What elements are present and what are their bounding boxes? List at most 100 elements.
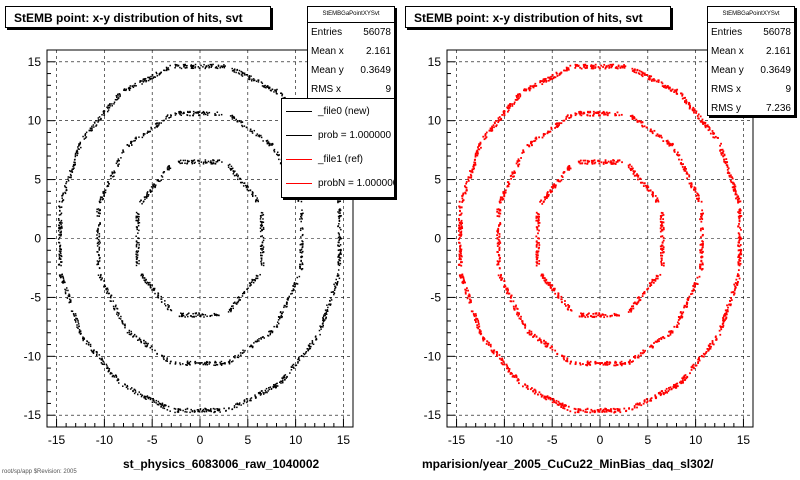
hit-point [474, 161, 477, 164]
hit-point [106, 185, 108, 188]
hit-point [334, 282, 337, 284]
hit-point [210, 161, 213, 164]
hit-point [497, 262, 500, 265]
hit-point [724, 309, 727, 312]
hit-point [301, 234, 304, 237]
hit-point [338, 254, 340, 257]
hit-point [187, 315, 189, 318]
hit-point [138, 215, 140, 218]
hit-point [286, 305, 288, 308]
hit-point [322, 319, 324, 322]
hit-point [270, 388, 273, 390]
hit-point [262, 239, 265, 242]
hit-point [102, 110, 105, 113]
hit-point [284, 96, 286, 99]
hit-point [274, 89, 276, 91]
hit-point [77, 321, 79, 323]
hit-point [71, 169, 73, 172]
hit-point [192, 159, 194, 162]
hit-point [150, 77, 152, 80]
hit-point [598, 114, 600, 117]
hit-point [150, 128, 153, 130]
hit-point [641, 125, 644, 128]
hit-point [677, 322, 680, 325]
hit-point [540, 395, 543, 398]
hit-point [693, 286, 696, 288]
hit-point [737, 256, 740, 258]
hit-point [549, 347, 552, 349]
hit-point [585, 65, 588, 67]
hit-point [574, 411, 577, 414]
hit-point [97, 241, 99, 244]
hit-point [474, 158, 476, 161]
hit-point [75, 321, 77, 323]
hit-point [577, 64, 580, 67]
hit-point [638, 119, 641, 122]
hit-point [700, 248, 703, 251]
hit-point [260, 223, 263, 226]
hit-point [563, 404, 566, 407]
hit-point [59, 276, 62, 279]
hit-point [300, 214, 303, 217]
hit-point [738, 217, 741, 220]
hit-point [233, 71, 236, 73]
hit-point [464, 192, 467, 195]
hit-point [597, 410, 600, 413]
hit-point [292, 289, 294, 292]
hit-point [616, 314, 619, 316]
hit-point [122, 150, 124, 152]
hit-point [558, 402, 561, 405]
hit-point [690, 185, 693, 188]
hit-point [501, 277, 504, 280]
hit-point [501, 198, 504, 201]
hit-point [268, 388, 270, 391]
hit-point [469, 298, 471, 301]
hit-point [641, 352, 644, 355]
hit-point [246, 185, 249, 188]
hit-point [260, 254, 262, 257]
hit-point [592, 65, 595, 68]
hit-point [107, 107, 110, 109]
hit-point [203, 113, 205, 116]
hit-point [470, 170, 472, 173]
hit-point [568, 166, 571, 169]
hit-point [231, 116, 233, 119]
hit-point [123, 88, 126, 90]
hit-point [497, 117, 500, 120]
hit-point [501, 114, 504, 116]
hit-point [691, 108, 694, 111]
hit-point [462, 281, 465, 284]
hit-point [538, 215, 541, 218]
hit-point [96, 208, 98, 211]
hit-point [531, 387, 533, 389]
hit-point [695, 282, 698, 285]
hit-point [517, 165, 520, 168]
hit-point [556, 75, 559, 77]
hit-point [469, 176, 471, 179]
hit-point [623, 407, 626, 410]
hit-point [136, 262, 138, 264]
hit-point [673, 151, 676, 153]
hit-point [510, 294, 513, 297]
hit-point [130, 332, 133, 335]
y-tick-label: 5 [434, 173, 441, 187]
hit-point [105, 292, 108, 294]
hit-point [136, 251, 139, 254]
hit-point [554, 123, 557, 125]
hit-point [552, 397, 555, 400]
hit-point [300, 236, 302, 238]
hit-point [627, 164, 630, 167]
hit-point [612, 159, 615, 162]
hit-point [597, 409, 600, 411]
hit-point [267, 86, 269, 89]
hit-point [511, 171, 514, 174]
hit-point [138, 244, 140, 246]
hit-point [184, 408, 187, 411]
hit-point [135, 136, 137, 139]
hit-point [695, 112, 697, 114]
hit-point [338, 233, 341, 235]
hit-point [638, 73, 641, 75]
hit-point [174, 112, 176, 114]
hit-point [149, 190, 151, 192]
hit-point [334, 286, 337, 289]
